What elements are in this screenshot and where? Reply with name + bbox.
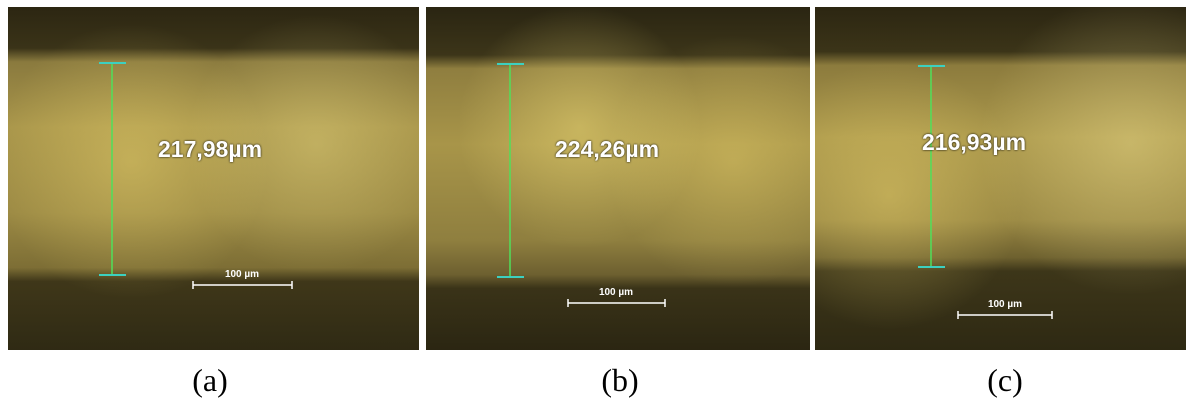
measurement-label: 217,98µm <box>158 136 262 163</box>
scale-label: 100 µm <box>955 299 1055 310</box>
measurement-label: 216,93µm <box>922 129 1026 156</box>
caption: (b) <box>580 362 660 399</box>
caption: (c) <box>965 362 1045 399</box>
measurement-label: 224,26µm <box>555 136 659 163</box>
scale-label: 100 µm <box>192 269 292 280</box>
overlay <box>0 0 1192 407</box>
measure-cap <box>99 63 945 277</box>
scale-label: 100 µm <box>566 287 666 298</box>
caption: (a) <box>170 362 250 399</box>
measure-line <box>112 64 931 276</box>
page: 217,98µm 224,26µm 216,93µm 100 µm 100 µm… <box>0 0 1192 407</box>
